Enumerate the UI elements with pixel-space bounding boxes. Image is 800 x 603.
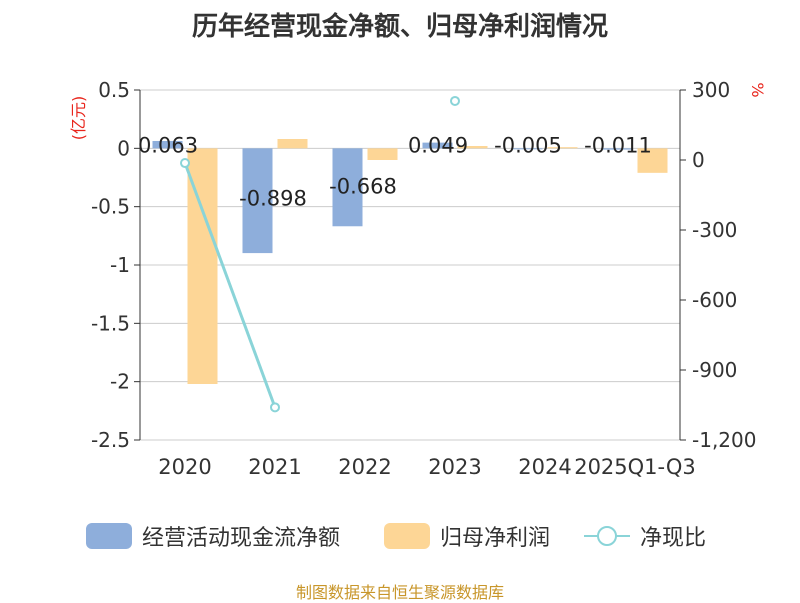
ratio-point	[270, 402, 280, 413]
legend-item-cashflow[interactable]: 经营活动现金流净额	[86, 518, 340, 554]
right-tick-label: 0	[692, 148, 705, 172]
left-tick-label: 0.5	[98, 78, 130, 102]
ratio-point	[180, 158, 190, 169]
x-category-label: 2023	[428, 455, 481, 479]
legend-label-cashflow: 经营活动现金流净额	[142, 526, 341, 551]
right-tick-label: -300	[692, 218, 737, 242]
ratio-point	[450, 95, 460, 106]
ratio-line	[180, 95, 460, 413]
data-label-cashflow: -0.668	[329, 174, 397, 198]
legend-label-net-profit: 归母净利润	[440, 526, 551, 551]
x-category-label: 2024	[518, 455, 571, 479]
legend-item-net-profit[interactable]: 归母净利润	[384, 518, 550, 554]
bar-net-profit	[637, 148, 668, 173]
right-tick-label: -900	[692, 358, 737, 382]
bar-cashflow	[332, 148, 363, 227]
left-tick-label: -2	[110, 370, 130, 394]
legend-item-ratio[interactable]: 净现比	[584, 518, 706, 554]
bar-cashflow	[152, 140, 183, 149]
x-category-label: 2022	[338, 455, 391, 479]
bar-net-profit	[547, 147, 578, 149]
legend-swatch-ratio	[584, 523, 630, 549]
left-tick-label: -2.5	[91, 428, 130, 452]
bar-cashflow	[242, 148, 273, 254]
legend-swatch-cashflow	[86, 523, 132, 549]
axes: 0.5 0 -0.5 -1 -1.5 -2 -2.5 300 0 -300 -600 -900 -1,2…	[69, 78, 767, 479]
x-category-label: 2025Q1-Q3	[574, 455, 696, 479]
footer-source: 制图数据来自恒生聚源数据库	[295, 583, 504, 602]
left-axis-unit-label: (亿元)	[69, 96, 88, 141]
grid-lines	[140, 89, 680, 441]
bar-cashflow	[422, 142, 453, 149]
data-label-cashflow: 0.049	[408, 133, 468, 157]
data-label-cashflow: -0.005	[494, 133, 562, 157]
bar-cashflow	[602, 148, 633, 150]
bars	[152, 139, 668, 384]
bar-net-profit	[277, 139, 308, 149]
left-tick-label: -1	[110, 253, 130, 277]
legend-label-ratio: 净现比	[640, 526, 707, 551]
data-label-cashflow: 0.063	[138, 133, 198, 157]
legend-swatch-net-profit	[384, 523, 430, 549]
left-tick-label: -0.5	[91, 195, 130, 219]
bar-cashflow	[512, 148, 543, 150]
chart-title: 历年经营现金净额、归母净利润情况	[191, 12, 608, 42]
left-tick-label: -1.5	[91, 311, 130, 335]
right-tick-label: -1,200	[692, 428, 756, 452]
right-tick-label: -600	[692, 288, 737, 312]
data-labels: 0.063 -0.898 -0.668 0.049 -0.005 -0.011	[138, 133, 652, 210]
ratio-line-segment	[183, 162, 277, 408]
left-tick-label: 0	[117, 136, 130, 160]
bar-net-profit	[457, 146, 488, 149]
bar-net-profit	[367, 148, 398, 160]
right-tick-label: 300	[692, 78, 730, 102]
data-label-cashflow: -0.898	[239, 186, 307, 210]
right-axis-unit-label: %	[748, 82, 767, 97]
x-category-label: 2020	[158, 455, 211, 479]
data-label-cashflow: -0.011	[584, 133, 652, 157]
x-category-label: 2021	[248, 455, 301, 479]
